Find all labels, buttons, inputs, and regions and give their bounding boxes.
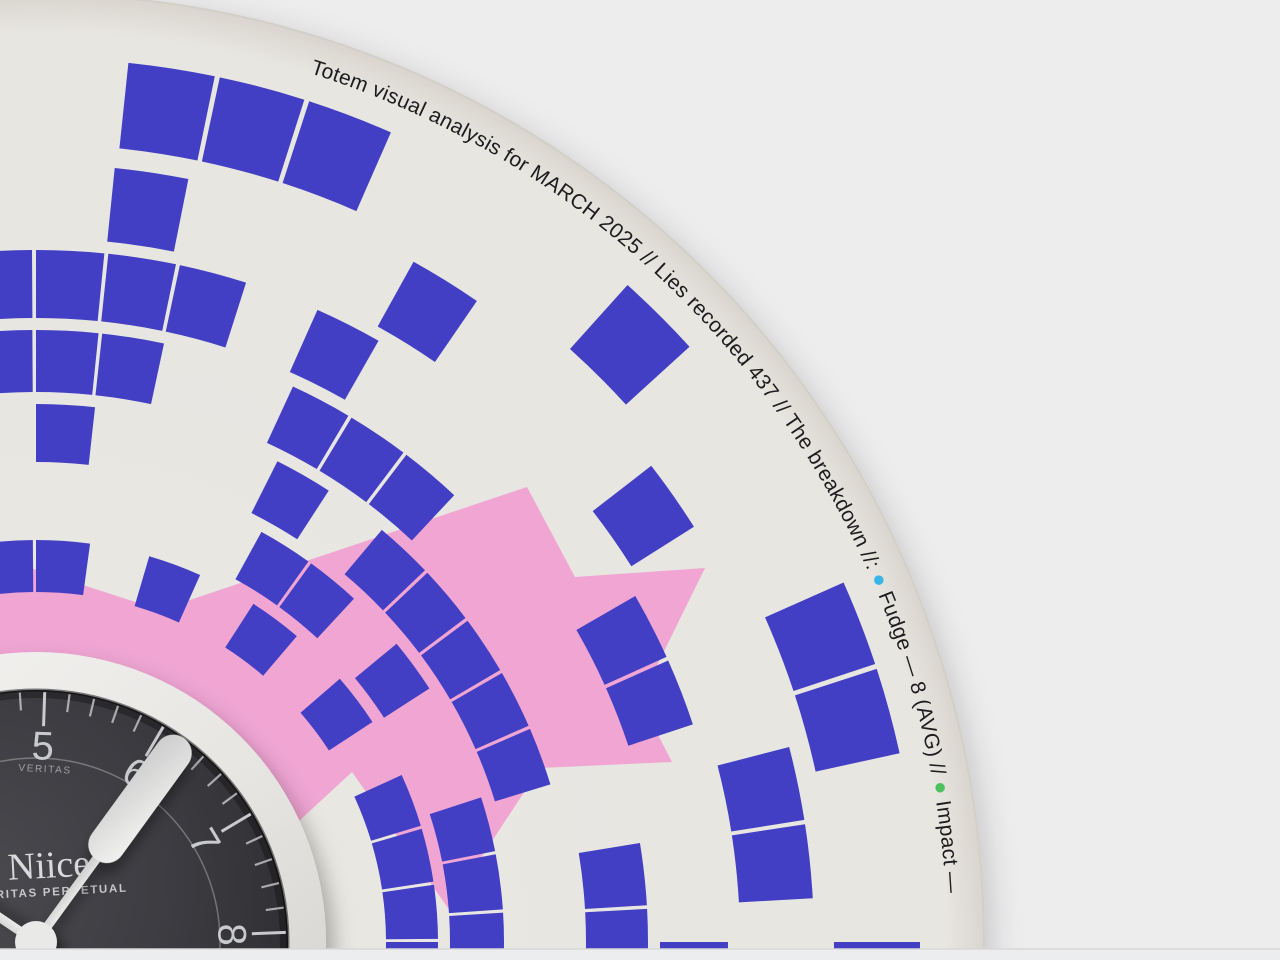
floor-strip xyxy=(0,948,1280,960)
clock-chapter-ring xyxy=(0,757,221,960)
pattern-cell xyxy=(421,620,501,700)
pattern-cell xyxy=(382,884,438,940)
clock-numeral: 8 xyxy=(209,923,254,947)
pattern-cell xyxy=(235,531,309,606)
pattern-cell xyxy=(134,556,201,623)
pattern-cell xyxy=(371,828,434,890)
pattern-cell xyxy=(95,333,164,405)
pattern-cell xyxy=(354,643,430,718)
pattern-cell xyxy=(578,842,647,909)
pattern-cell xyxy=(36,540,91,596)
clock-tick xyxy=(251,930,286,936)
clock-tick xyxy=(18,692,23,711)
pattern-cell xyxy=(101,253,176,331)
pattern-cell xyxy=(119,62,215,161)
pattern-cell xyxy=(107,167,189,252)
pattern-cell xyxy=(319,417,404,503)
dial-word: VERITAS xyxy=(18,763,72,777)
pattern-cell xyxy=(282,101,391,212)
pattern-cell xyxy=(225,603,297,676)
legend-dot: ● xyxy=(928,779,955,797)
pattern-cell xyxy=(300,678,373,751)
pattern-cell xyxy=(165,265,247,348)
clock-tick xyxy=(88,698,96,717)
pattern-cell xyxy=(0,330,33,396)
pattern-cell xyxy=(0,540,34,596)
clock-face-inner-shadow xyxy=(0,690,288,960)
pattern-cell xyxy=(451,673,529,750)
clock-tick xyxy=(265,906,284,912)
pattern-cell xyxy=(266,386,349,470)
pattern-cell xyxy=(36,330,99,395)
disc-artwork xyxy=(0,62,920,960)
pattern-cell xyxy=(765,582,876,692)
pattern-cell xyxy=(0,250,33,322)
pattern-cell xyxy=(569,285,690,405)
pattern-cell xyxy=(289,309,379,400)
clock-numeral: 5 xyxy=(31,724,55,769)
clock: 5678 VERITAS Niice VERITAS PERPETUAL xyxy=(0,652,326,960)
pattern-cell xyxy=(36,404,96,465)
pattern-cell xyxy=(794,668,900,772)
pattern-cell xyxy=(377,261,477,362)
clock-tick xyxy=(207,773,222,787)
pattern-cell xyxy=(385,572,466,653)
pattern-cell xyxy=(344,529,425,611)
clock-tick xyxy=(245,835,263,845)
clock-tick xyxy=(220,812,252,833)
pattern-cell xyxy=(201,77,305,182)
pattern-cell xyxy=(576,596,667,685)
clock-tick xyxy=(132,714,143,732)
pattern-cell xyxy=(476,728,551,802)
pattern-cell xyxy=(606,660,693,746)
pattern-cell xyxy=(354,775,421,841)
clock-tick xyxy=(221,792,238,805)
clock-tick xyxy=(254,858,273,867)
pattern-cell xyxy=(368,454,455,541)
pattern-cell xyxy=(429,797,496,862)
clock-tick xyxy=(42,692,47,727)
pattern-cell xyxy=(251,461,329,540)
pattern-cell xyxy=(442,854,503,914)
pattern-cell xyxy=(717,746,805,832)
clock-tick xyxy=(144,726,165,757)
pattern-cell xyxy=(36,250,105,322)
clock-tick xyxy=(261,881,280,889)
clock-tick xyxy=(66,694,71,713)
pattern-cell xyxy=(279,563,354,639)
pattern-cell xyxy=(731,824,813,903)
clock-tick xyxy=(190,755,205,771)
clock-tick xyxy=(111,705,120,724)
pattern-cell xyxy=(592,465,694,567)
